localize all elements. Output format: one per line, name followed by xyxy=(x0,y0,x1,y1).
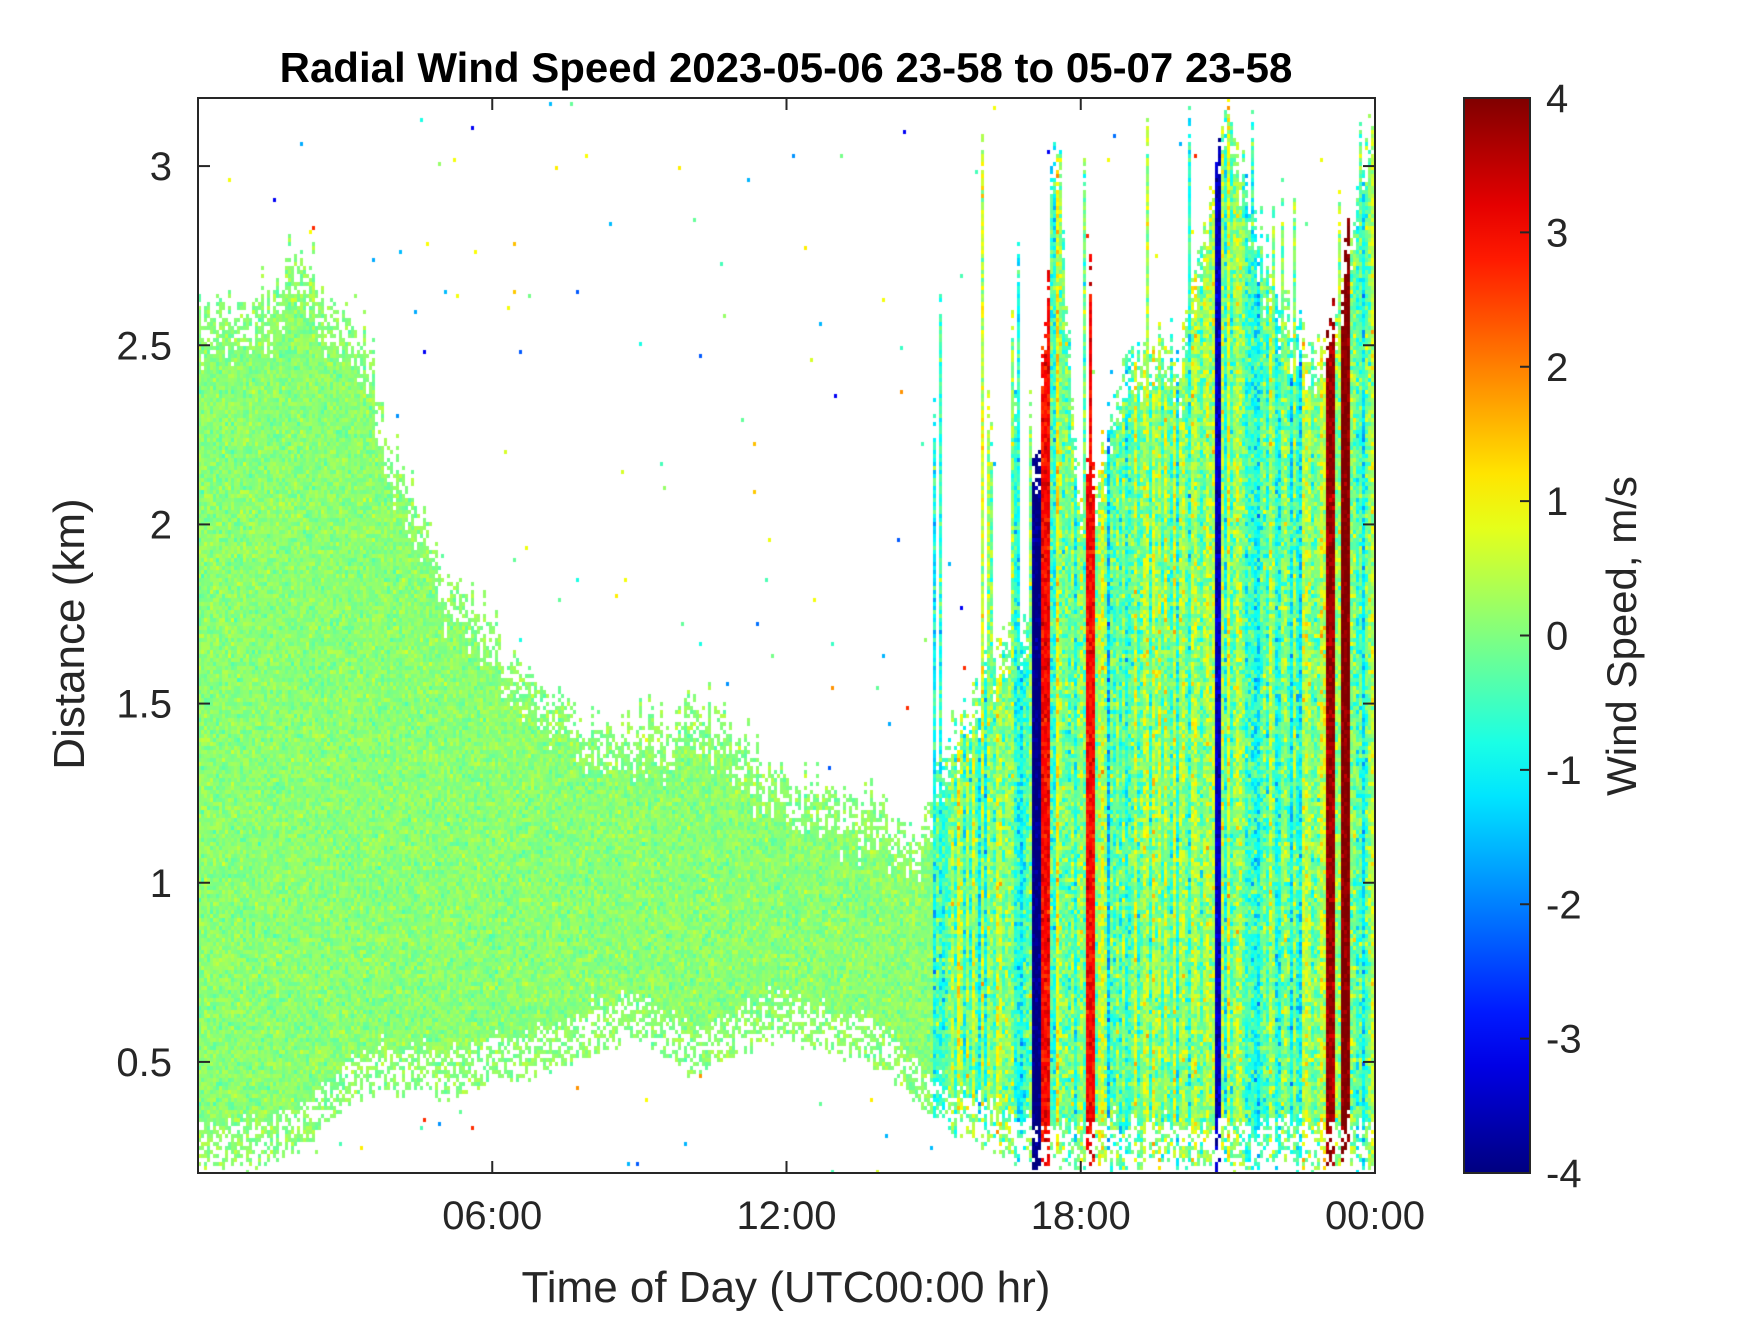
y-tick-label: 1.5 xyxy=(116,683,172,727)
heatmap-image xyxy=(198,98,1375,1173)
colorbar-tick-label: 0 xyxy=(1546,615,1568,659)
x-tick-label: 00:00 xyxy=(1325,1194,1425,1238)
colorbar-tick-label: 1 xyxy=(1546,480,1568,524)
colorbar-label: Wind Speed, m/s xyxy=(1598,476,1645,796)
y-axis-label: Distance (km) xyxy=(45,498,94,769)
y-tick-label: 1 xyxy=(150,862,172,906)
y-tick-label: 0.5 xyxy=(116,1041,172,1085)
x-axis-label: Time of Day (UTC00:00 hr) xyxy=(522,1263,1051,1312)
x-tick-label: 18:00 xyxy=(1031,1194,1131,1238)
heatmap-layer xyxy=(198,98,1375,1173)
chart-title: Radial Wind Speed 2023-05-06 23-58 to 05… xyxy=(280,44,1293,91)
axes-layer: 06:00 12:00 18:00 00:00 0.5 1 1.5 2 2.5 3 xyxy=(116,97,1425,1238)
x-tick-label: 06:00 xyxy=(442,1194,542,1238)
colorbar-tick-label: -2 xyxy=(1546,883,1582,927)
y-tick-label: 2.5 xyxy=(116,324,172,368)
colorbar-tick-label: 4 xyxy=(1546,77,1568,121)
y-tick-label: 2 xyxy=(150,503,172,547)
colorbar-gradient xyxy=(1463,97,1531,1174)
colorbar: 4 3 2 1 0 -1 -2 -3 -4 xyxy=(1463,77,1582,1196)
y-tick-label: 3 xyxy=(150,145,172,189)
colorbar-tick-label: -1 xyxy=(1546,749,1582,793)
colorbar-tick-label: 2 xyxy=(1546,346,1568,390)
colorbar-tick-label: -3 xyxy=(1546,1018,1582,1062)
colorbar-tick-label: -4 xyxy=(1546,1152,1582,1196)
colorbar-tick-label: 3 xyxy=(1546,211,1568,255)
x-tick-label: 12:00 xyxy=(736,1194,836,1238)
